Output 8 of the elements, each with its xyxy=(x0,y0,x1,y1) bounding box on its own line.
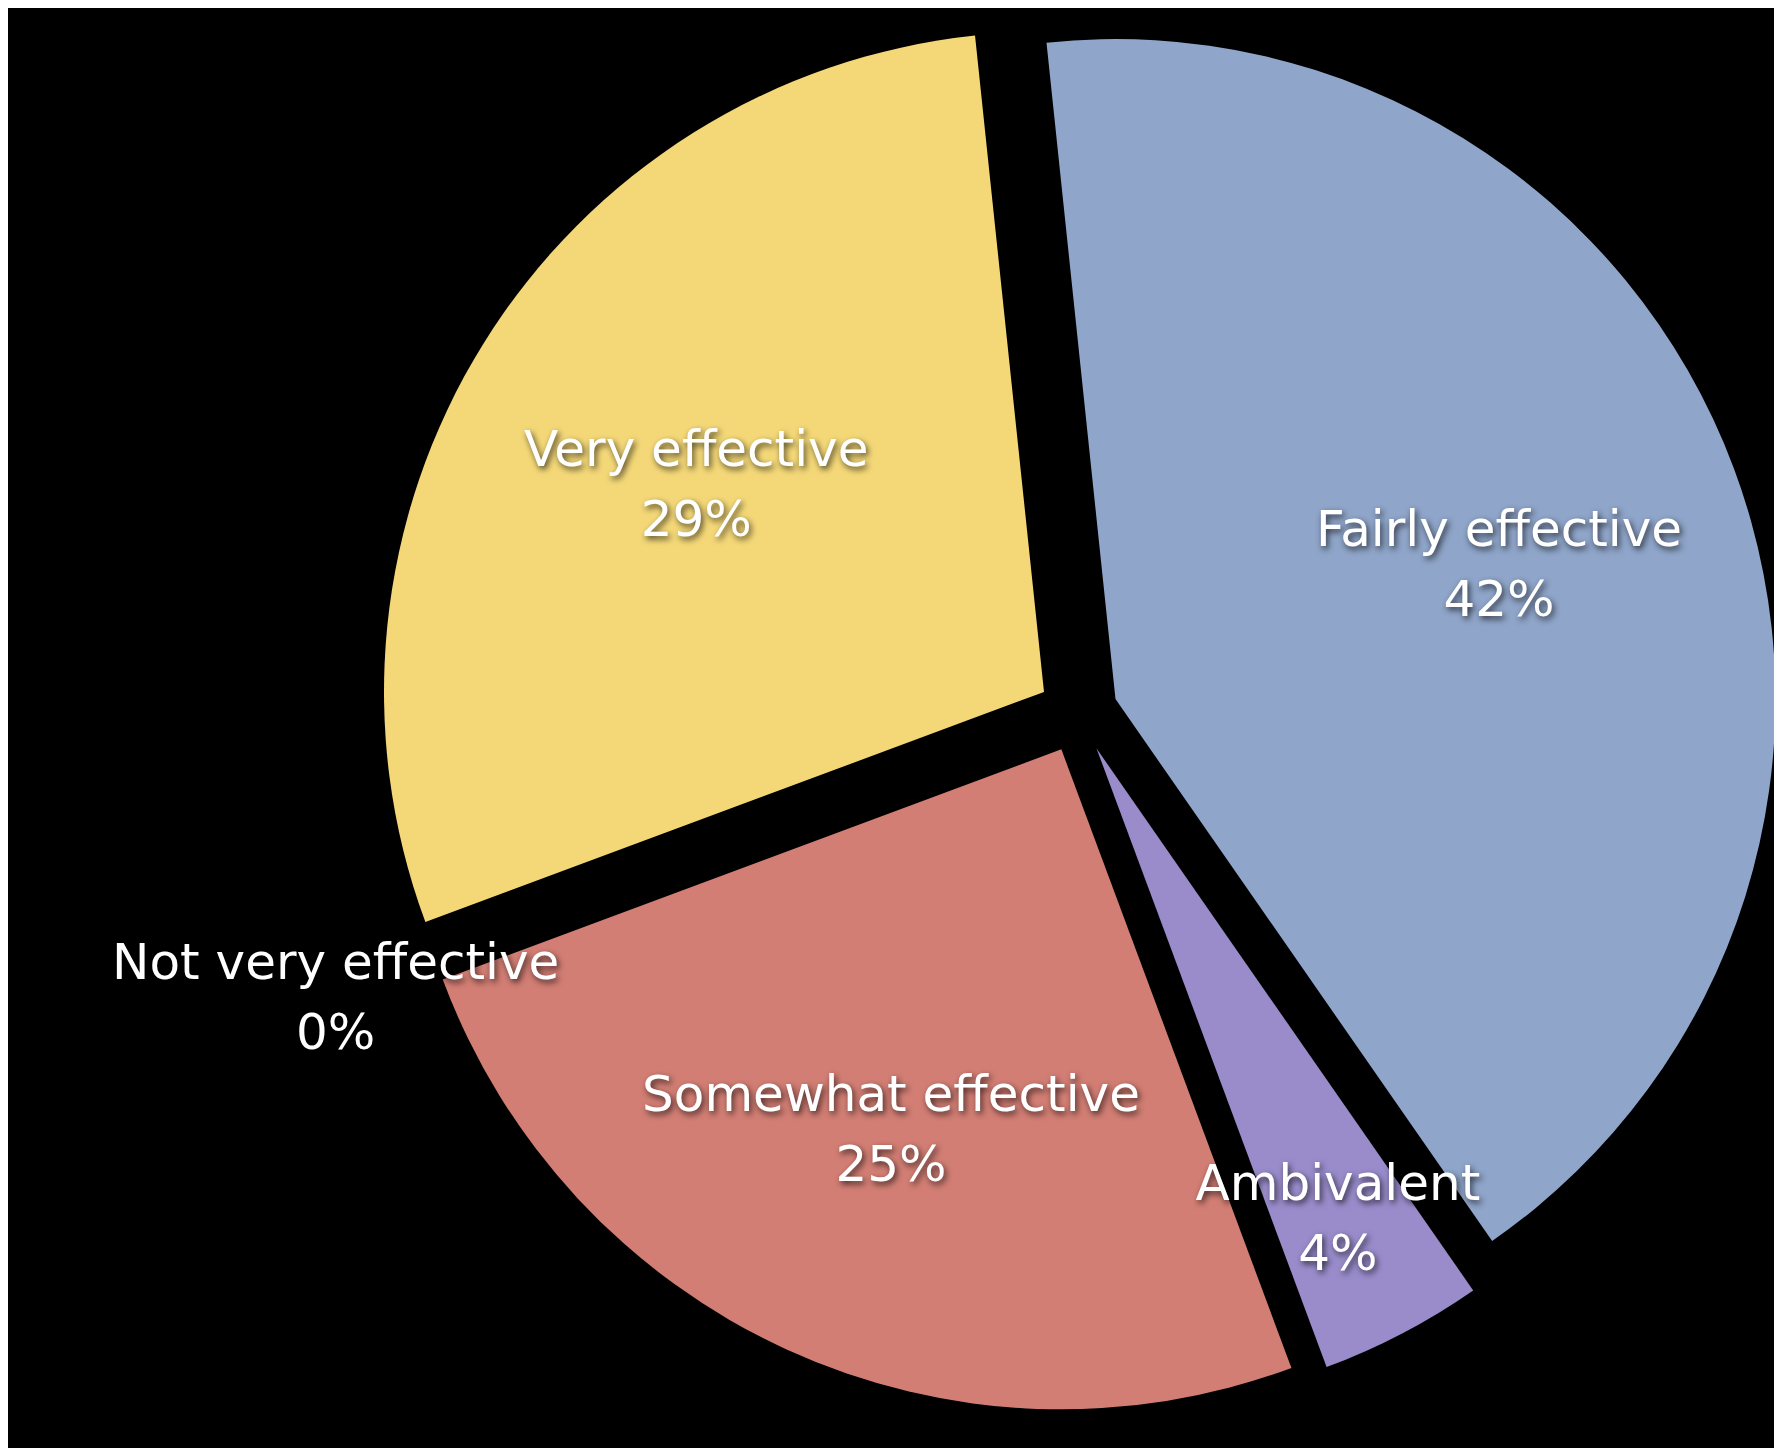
slice-label: Very effective xyxy=(524,420,869,479)
data-label: 4% xyxy=(1298,1224,1378,1283)
data-label: 29% xyxy=(640,490,752,549)
text: 0% xyxy=(296,1003,376,1062)
slice-label: Fairly effective xyxy=(1316,500,1682,559)
data-label: 42% xyxy=(1443,570,1555,629)
slice-label: Somewhat effective xyxy=(642,1065,1140,1124)
data-label: 25% xyxy=(835,1135,947,1194)
